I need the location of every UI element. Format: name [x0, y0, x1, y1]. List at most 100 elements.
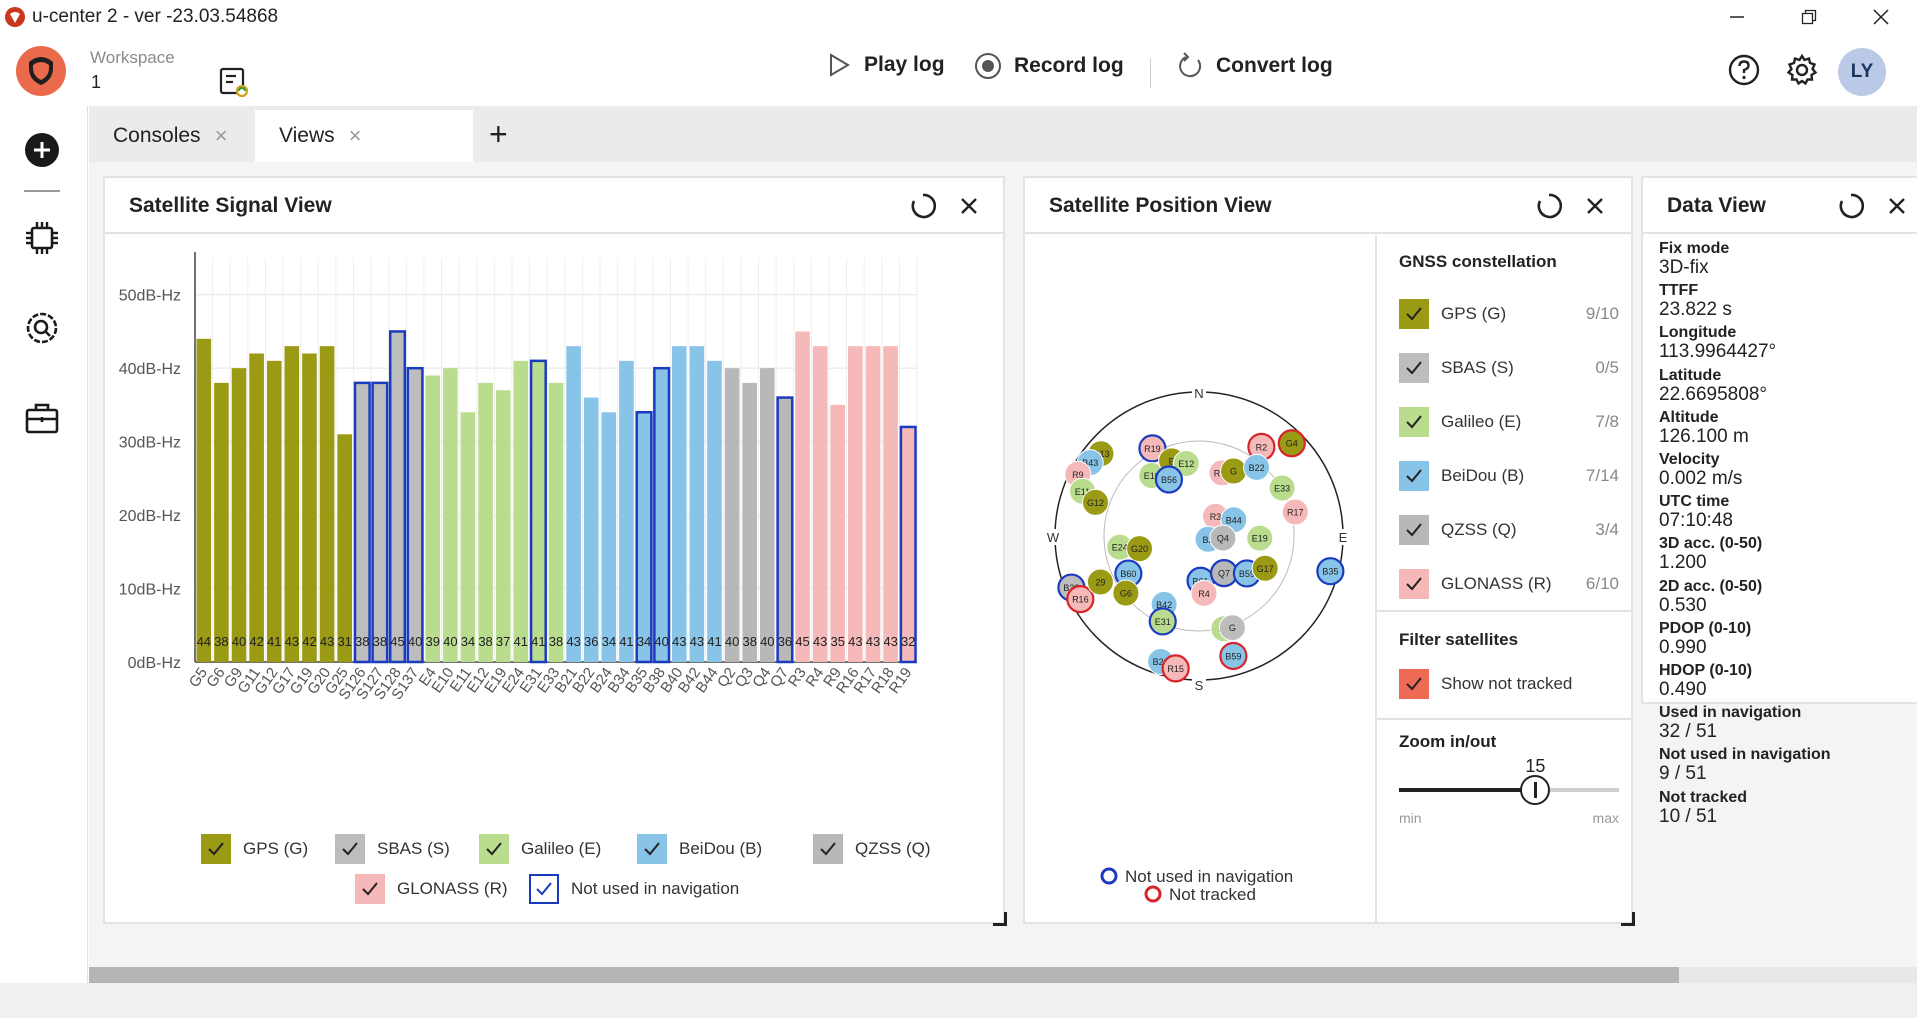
legend-checkbox[interactable] [335, 834, 365, 864]
search-gear-icon [26, 312, 58, 344]
satellite-id-label: R9 [1072, 470, 1084, 480]
tools-button[interactable] [22, 398, 62, 438]
sky-plot: NSEWG13B43R19R9E11G12E10BE12B56R18GR2G4B… [1046, 385, 1350, 904]
constellation-checkbox[interactable] [1399, 407, 1429, 437]
settings-button[interactable] [1785, 53, 1819, 92]
constellation-count: 7/8 [1595, 412, 1619, 431]
legend-checkbox[interactable] [201, 834, 231, 864]
signal-bar [548, 382, 564, 662]
signal-bar [388, 330, 407, 664]
signal-bar-chart: 0dB-Hz 10dB-Hz 20dB-Hz 30dB-Hz 40dB-Hz 50dB-H… [119, 252, 918, 703]
constellation-checkbox[interactable] [1399, 299, 1429, 329]
resize-handle[interactable] [1621, 912, 1635, 926]
refresh-button[interactable] [1837, 192, 1865, 220]
satellite-id-label: B43 [1082, 458, 1098, 468]
close-tab-icon[interactable]: × [348, 123, 362, 148]
close-window-button[interactable] [1845, 0, 1917, 34]
restore-icon [1801, 9, 1817, 25]
signal-bar [284, 346, 300, 662]
constellation-checkbox[interactable] [1399, 353, 1429, 383]
resize-handle[interactable] [993, 912, 1007, 926]
legend-item[interactable]: GLONASS (R) [355, 874, 508, 904]
check-icon [362, 882, 378, 896]
workspace-value[interactable]: 1 [91, 72, 102, 92]
play-log-button[interactable]: Play log [826, 52, 945, 78]
gnss-constellation-item[interactable]: GPS (G) 9/10 [1399, 298, 1619, 330]
satellite-id-label: R4 [1198, 589, 1210, 599]
u-center-logo[interactable] [16, 46, 66, 96]
legend-checkbox[interactable] [529, 874, 559, 904]
legend-checkbox[interactable] [813, 834, 843, 864]
restore-button[interactable] [1773, 0, 1845, 34]
close-panel-button[interactable] [1581, 192, 1609, 220]
record-log-label: Record log [1014, 54, 1124, 77]
show-not-tracked-toggle[interactable]: Show not tracked [1399, 668, 1619, 700]
title-bar: u-center 2 - ver -23.03.54868 [0, 0, 1917, 34]
bar-value-label: 38 [742, 634, 756, 649]
add-tab-button[interactable]: + [489, 116, 508, 152]
data-field-label: Fix mode [1659, 240, 1730, 257]
zoom-slider-track[interactable] [1399, 775, 1619, 805]
horizontal-scrollbar[interactable] [89, 967, 1917, 983]
legend-item[interactable]: SBAS (S) [335, 834, 450, 864]
gnss-constellation-item[interactable]: BeiDou (B) 7/14 [1399, 460, 1619, 492]
legend-item[interactable]: GPS (G) [201, 834, 308, 864]
constellation-checkbox[interactable] [1399, 569, 1429, 599]
scrollbar-thumb[interactable] [89, 967, 1679, 983]
gnss-constellation-item[interactable]: GLONASS (R) 6/10 [1399, 568, 1619, 600]
constellation-checkbox[interactable] [1399, 515, 1429, 545]
close-panel-button[interactable] [955, 192, 983, 220]
data-field-value: 0.530 [1659, 594, 1707, 616]
legend-checkbox[interactable] [637, 834, 667, 864]
legend-checkbox[interactable] [355, 874, 385, 904]
signal-bar [337, 434, 352, 662]
signal-bar [601, 412, 617, 662]
legend-item[interactable]: BeiDou (B) [637, 834, 762, 864]
tab-consoles[interactable]: Consoles × [89, 110, 243, 162]
close-panel-button[interactable] [1883, 192, 1911, 220]
signal-bar [742, 382, 758, 662]
left-sidebar [0, 106, 88, 1018]
devices-button[interactable] [22, 218, 62, 258]
legend-item[interactable]: Galileo (E) [479, 834, 601, 864]
refresh-button[interactable] [1535, 192, 1563, 220]
legend-item[interactable]: QZSS (Q) [813, 834, 931, 864]
help-button[interactable] [1727, 53, 1761, 92]
satellite-marker [1066, 584, 1095, 614]
data-field-value: 22.6695808° [1659, 383, 1767, 405]
checkbox-checked[interactable] [1399, 669, 1429, 699]
workspace-label: Workspace [90, 48, 175, 67]
zoom-slider-thumb[interactable] [1520, 775, 1551, 805]
constellation-checkbox[interactable] [1399, 461, 1429, 491]
signal-bar [353, 381, 371, 664]
gnss-constellation-item[interactable]: QZSS (Q) 3/4 [1399, 514, 1619, 546]
record-log-button[interactable]: Record log [974, 52, 1124, 80]
close-icon [1587, 198, 1603, 214]
data-field-value: 113.9964427° [1659, 341, 1777, 363]
data-field-label: Altitude [1659, 408, 1719, 426]
app-header: Workspace 1 Play log Record log Convert … [0, 34, 1917, 106]
gnss-title: GNSS constellation [1399, 252, 1557, 271]
bar-value-label: 42 [302, 634, 316, 649]
gnss-constellation-item[interactable]: SBAS (S) 0/5 [1399, 352, 1619, 384]
satellite-id-label: B [1169, 456, 1175, 466]
add-view-button[interactable] [22, 130, 62, 170]
logo-icon [29, 57, 53, 85]
save-workspace-button[interactable] [218, 66, 250, 103]
legend-checkbox[interactable] [479, 834, 509, 864]
user-avatar[interactable]: LY [1838, 48, 1886, 96]
data-field-value: 1.200 [1659, 552, 1707, 574]
close-tab-icon[interactable]: × [214, 123, 228, 148]
tab-views[interactable]: Views × [255, 110, 473, 162]
not-tracked-legend-label: Not tracked [1169, 885, 1256, 904]
gnss-side-panel: GNSS constellation GPS (G) 9/10 SBAS (S) 0/… [1375, 236, 1631, 922]
gnss-constellation-item[interactable]: Galileo (E) 7/8 [1399, 406, 1619, 438]
search-device-button[interactable] [22, 308, 62, 348]
satellite-id-label: R19 [1144, 444, 1161, 454]
not-tracked-legend-marker [1144, 885, 1162, 903]
convert-log-button[interactable]: Convert log [1176, 52, 1333, 80]
legend-item[interactable]: Not used in navigation [529, 874, 739, 904]
satellite-id-label: R2 [1256, 442, 1268, 452]
minimize-button[interactable] [1701, 0, 1773, 34]
refresh-button[interactable] [909, 192, 937, 220]
